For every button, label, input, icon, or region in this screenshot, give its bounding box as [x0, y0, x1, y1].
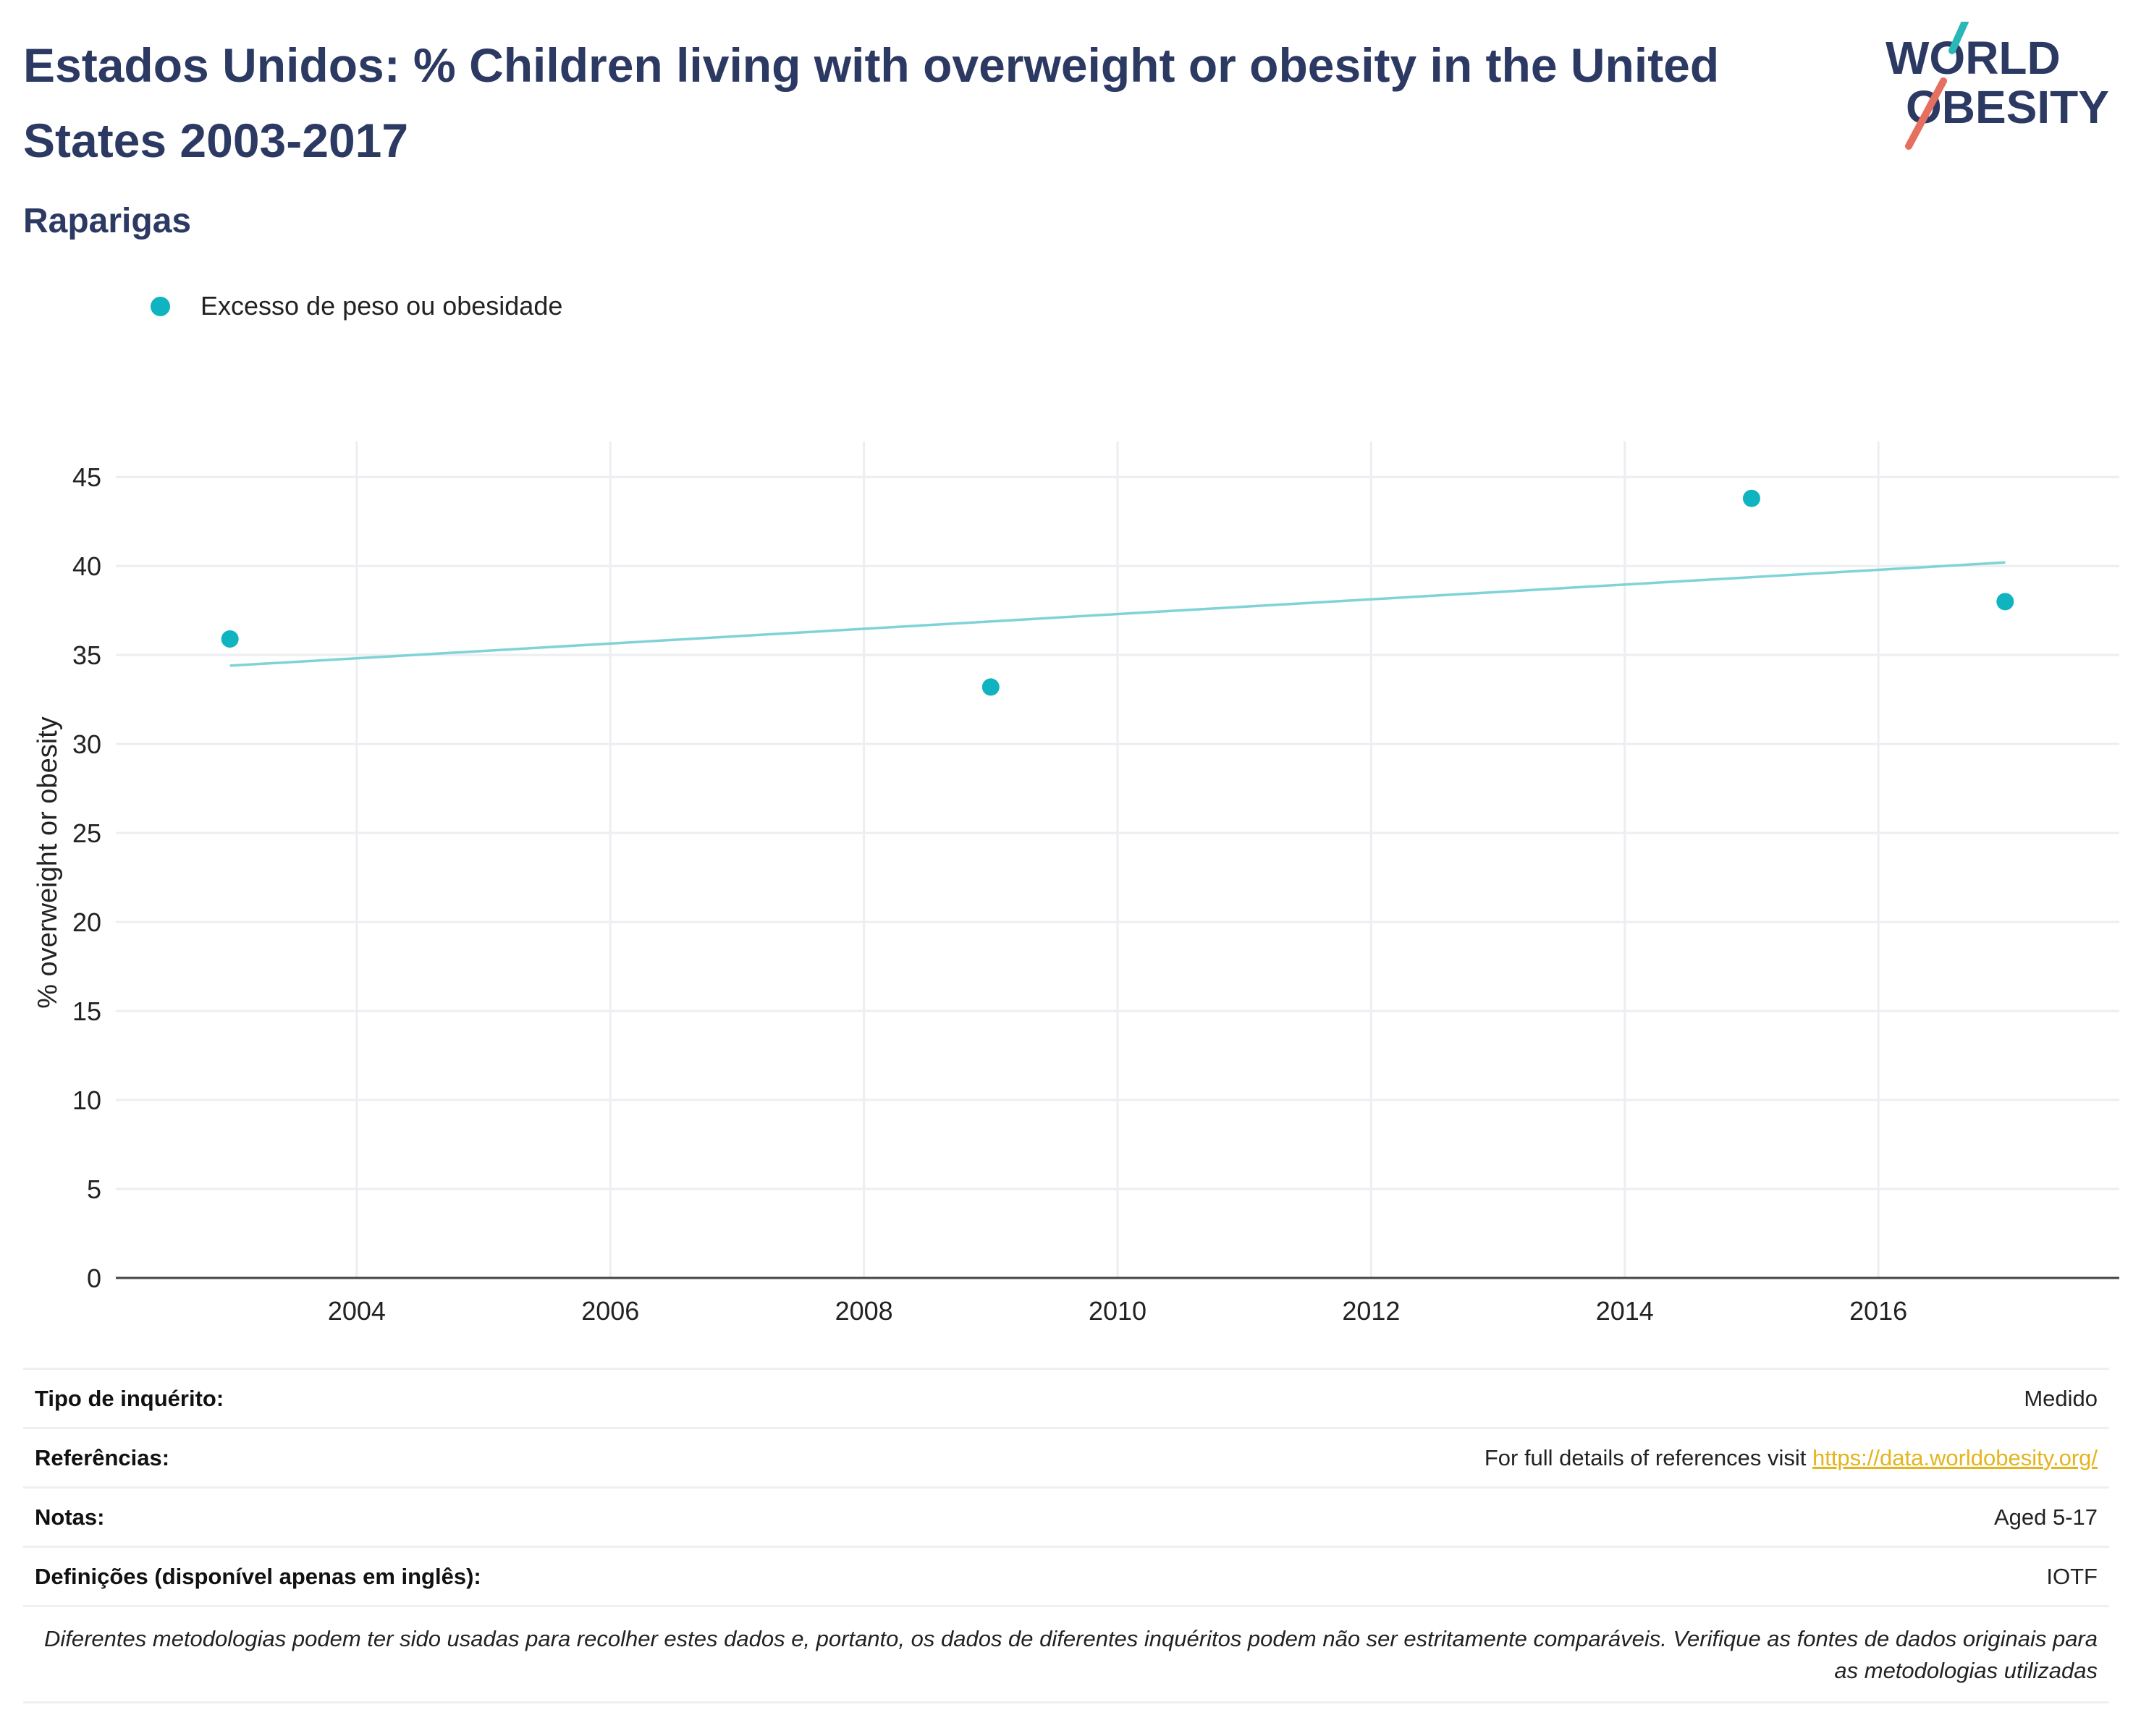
- notes-label: Notas:: [35, 1504, 105, 1530]
- legend-marker: [151, 296, 170, 316]
- metadata-table: Tipo de inquérito: Medido Referências: F…: [23, 1368, 2109, 1703]
- y-tick-label: 0: [87, 1263, 101, 1293]
- scatter-chart: 0 5 10 15 20 25 30 35 40 45 2004 2006 2008 2010 2012 20…: [33, 441, 2119, 1326]
- data-point[interactable]: [221, 630, 239, 648]
- y-tick-label: 30: [72, 729, 101, 759]
- meta-row-definitions: Definições (disponível apenas em inglês)…: [23, 1546, 2109, 1605]
- logo-slash-teal: [1948, 22, 1969, 54]
- references-label: Referências:: [35, 1444, 170, 1470]
- chart-subtitle: Raparigas: [23, 202, 192, 240]
- world-obesity-logo: WORLD OBESITY: [1885, 22, 2109, 150]
- references-value: For full details of references visit htt…: [1485, 1445, 2098, 1471]
- y-tick-label: 5: [87, 1174, 101, 1204]
- x-tick-label: 2016: [1849, 1296, 1907, 1326]
- x-tick-label: 2010: [1089, 1296, 1146, 1326]
- notes-value: Aged 5-17: [1993, 1504, 2098, 1530]
- data-points: [221, 489, 2014, 696]
- survey-type-value: Medido: [2024, 1385, 2098, 1411]
- y-tick-label: 35: [72, 640, 101, 670]
- y-tick-label: 45: [72, 462, 101, 492]
- survey-type-label: Tipo de inquérito:: [35, 1385, 224, 1411]
- x-tick-label: 2012: [1342, 1296, 1400, 1326]
- chart-title: Estados Unidos: % Children living with o…: [23, 38, 1720, 167]
- chart-ticks: 0 5 10 15 20 25 30 35 40 45 2004 2006 2008 2010 2012 20…: [72, 462, 1907, 1326]
- y-tick-label: 25: [72, 818, 101, 848]
- x-tick-label: 2004: [328, 1296, 386, 1326]
- y-tick-label: 40: [72, 551, 101, 581]
- meta-row-notes: Notas: Aged 5-17: [23, 1486, 2109, 1546]
- trend-line: [229, 561, 2006, 667]
- data-point[interactable]: [1996, 593, 2014, 611]
- chart-grid: [116, 441, 2119, 1278]
- trend-line-group: [229, 561, 2006, 667]
- y-tick-label: 10: [72, 1085, 101, 1115]
- definitions-value: IOTF: [2046, 1563, 2098, 1589]
- meta-row-survey-type: Tipo de inquérito: Medido: [23, 1368, 2109, 1427]
- y-axis-label: % overweight or obesity: [33, 716, 63, 1008]
- x-tick-label: 2006: [581, 1296, 639, 1326]
- y-tick-label: 15: [72, 996, 101, 1026]
- methodology-disclaimer: Diferentes metodologias podem ter sido u…: [23, 1605, 2109, 1703]
- chart-legend[interactable]: Excesso de peso ou obesidade: [151, 291, 562, 321]
- x-tick-label: 2008: [835, 1296, 893, 1326]
- x-tick-label: 2014: [1596, 1296, 1654, 1326]
- y-tick-label: 20: [72, 907, 101, 937]
- references-text: For full details of references visit: [1484, 1444, 1807, 1470]
- references-link[interactable]: https://data.worldobesity.org/: [1812, 1444, 2098, 1470]
- legend-label: Excesso de peso ou obesidade: [200, 291, 563, 321]
- definitions-label: Definições (disponível apenas em inglês)…: [35, 1563, 481, 1589]
- data-point[interactable]: [1742, 489, 1760, 507]
- meta-row-references: Referências: For full details of referen…: [23, 1427, 2109, 1486]
- logo-line-1: WORLD: [1885, 32, 2061, 84]
- logo-slash-red: [1905, 77, 1947, 150]
- data-point[interactable]: [981, 678, 1000, 696]
